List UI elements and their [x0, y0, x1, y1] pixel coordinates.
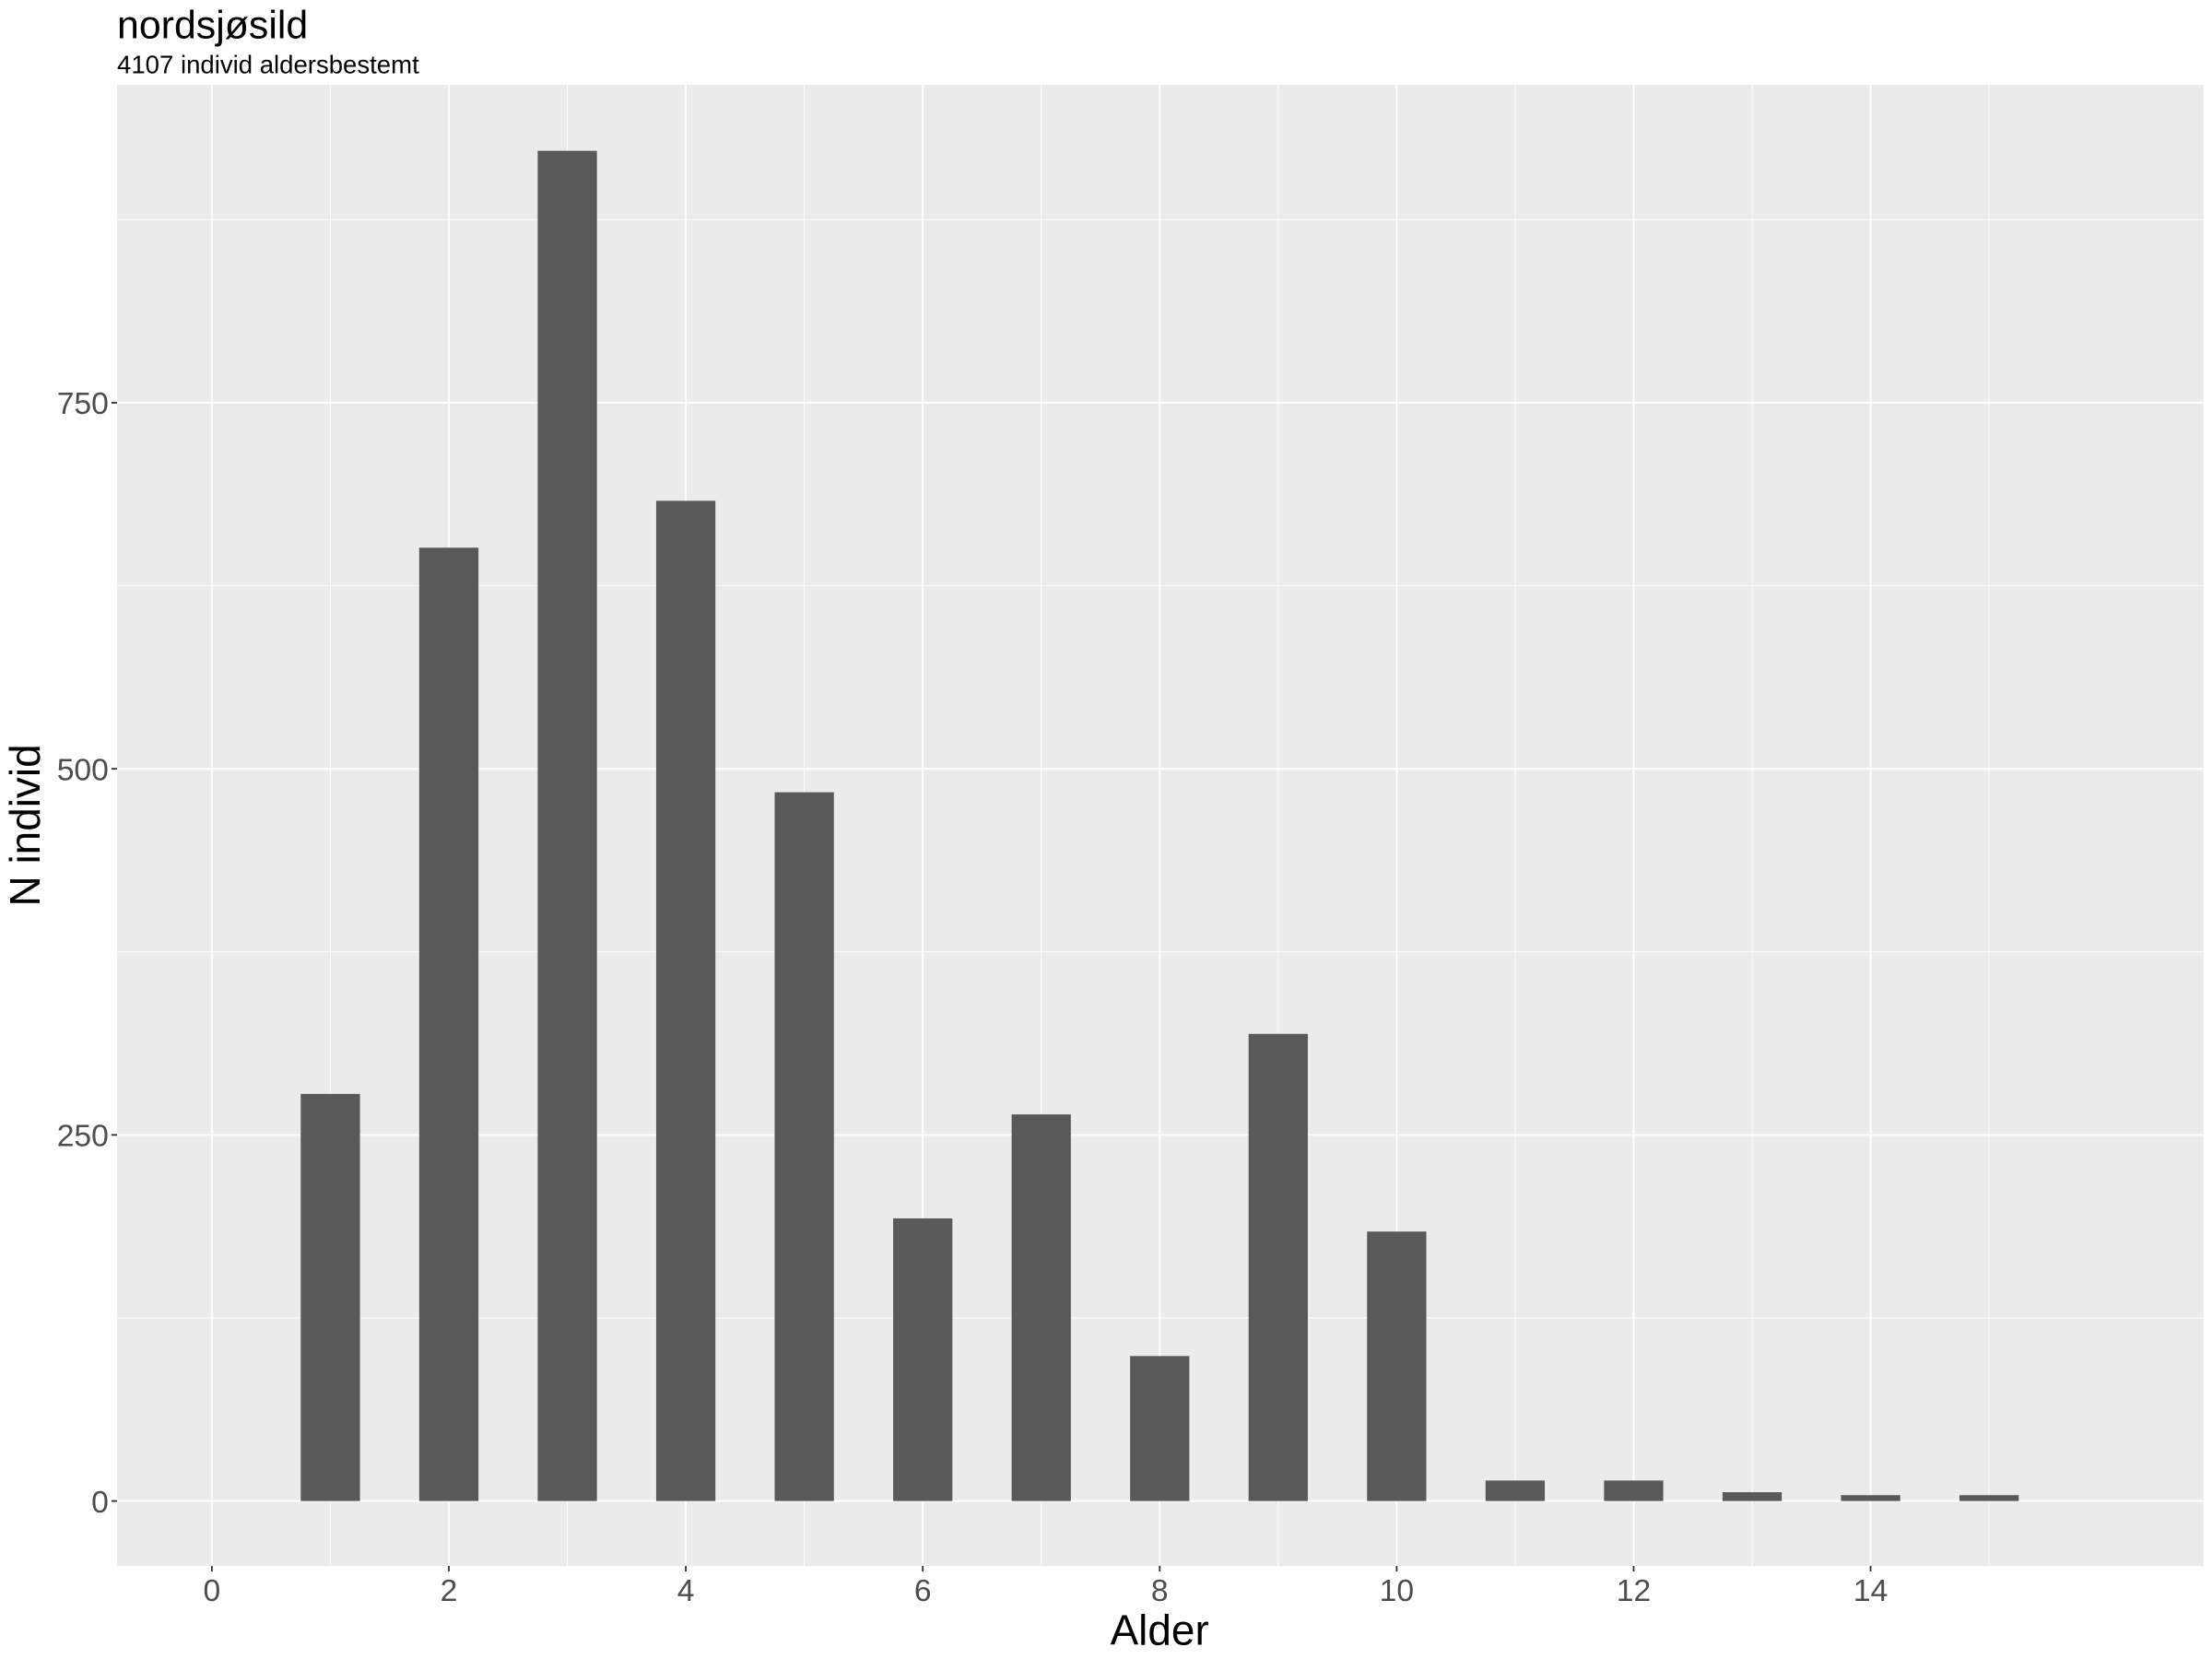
y-tick-label: 750 [57, 387, 109, 421]
bar [1722, 1492, 1783, 1501]
x-tick-label: 6 [914, 1574, 932, 1608]
bar [1485, 1480, 1546, 1501]
bar [893, 1218, 953, 1501]
bar [1248, 1033, 1308, 1501]
bar [1604, 1480, 1664, 1501]
bar [1959, 1495, 2019, 1501]
bar [1130, 1356, 1190, 1501]
y-axis-title: N individ [1, 744, 49, 906]
y-tick-label: 0 [91, 1486, 109, 1520]
bar [1367, 1231, 1427, 1501]
bar [300, 1093, 360, 1501]
x-tick-label: 2 [441, 1574, 458, 1608]
x-tick-label: 10 [1380, 1574, 1414, 1608]
bar [1011, 1114, 1071, 1501]
marks [300, 150, 2019, 1501]
x-tick-label: 0 [204, 1574, 221, 1608]
bar [1841, 1495, 1900, 1501]
x-tick-label: 8 [1151, 1574, 1169, 1608]
bar [774, 792, 834, 1501]
x-tick-label: 4 [677, 1574, 695, 1608]
y-tick-label: 500 [57, 753, 109, 787]
x-tick-label: 12 [1617, 1574, 1651, 1608]
y-tick-label: 250 [57, 1120, 109, 1154]
bar [418, 547, 479, 1501]
x-tick-label: 14 [1853, 1574, 1888, 1608]
x-axis-title: Alder [1111, 1606, 1209, 1654]
chart-title: nordsjøsild [117, 3, 308, 47]
chart-subtitle: 4107 individ aldersbestemt [117, 51, 419, 79]
bar [537, 150, 597, 1501]
bar [655, 500, 716, 1501]
